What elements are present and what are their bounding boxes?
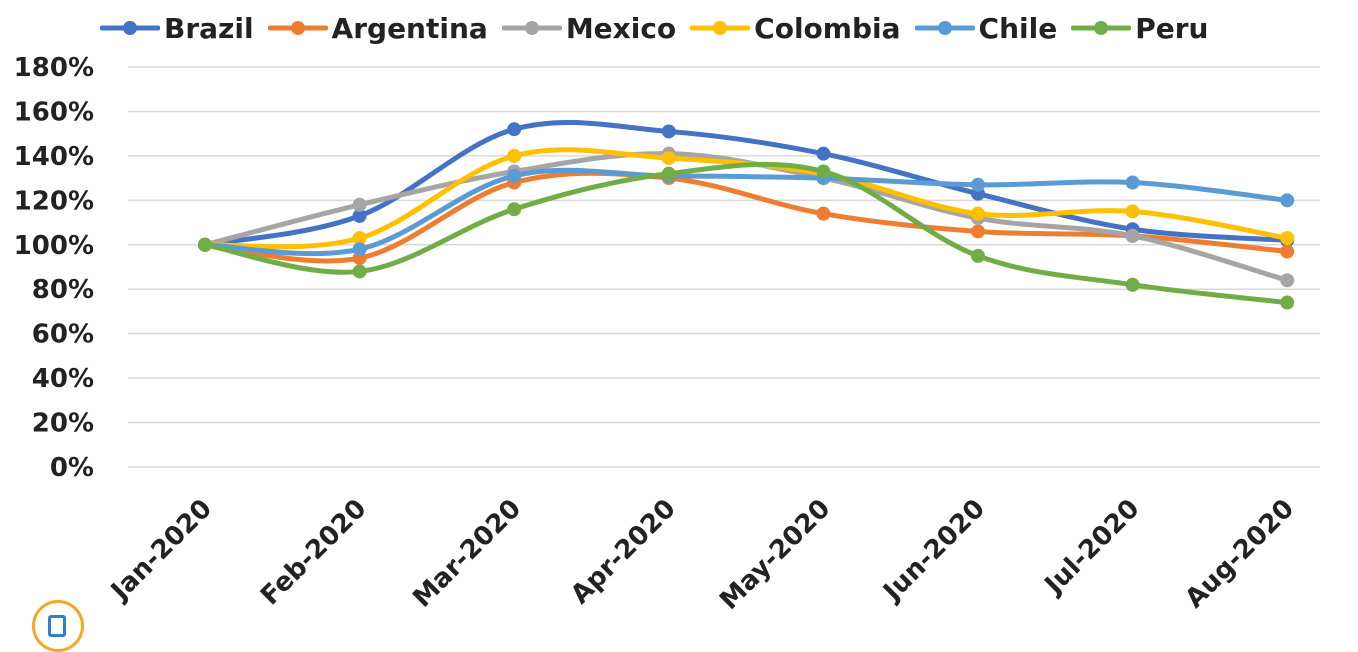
legend-swatch xyxy=(501,21,562,35)
data-point-chile xyxy=(507,168,522,183)
data-point-colombia xyxy=(661,151,676,166)
data-point-mexico xyxy=(1280,273,1295,288)
legend-swatch xyxy=(690,21,751,35)
legend-label: Chile xyxy=(978,11,1058,45)
data-point-peru xyxy=(1125,277,1140,292)
data-point-peru xyxy=(198,237,212,252)
legend-swatch xyxy=(100,21,160,35)
x-tick-label: Feb-2020 xyxy=(255,494,372,611)
series-line-brazil xyxy=(202,120,1290,248)
legend-swatch xyxy=(914,21,975,35)
y-tick-label: 160% xyxy=(14,97,94,127)
series-lines xyxy=(198,120,1295,310)
data-point-peru xyxy=(661,166,676,181)
legend-label: Peru xyxy=(1135,11,1209,45)
x-tick-label: Jun-2020 xyxy=(876,494,990,608)
legend-swatch xyxy=(267,21,328,35)
data-point-peru xyxy=(971,248,985,263)
data-point-brazil xyxy=(816,146,831,161)
data-point-chile xyxy=(1125,175,1140,190)
data-point-chile xyxy=(971,177,985,192)
y-tick-label: 60% xyxy=(32,320,94,350)
logo-badge xyxy=(32,600,84,652)
legend-item-argentina: Argentina xyxy=(267,11,488,45)
legend-item-brazil: Brazil xyxy=(100,12,254,45)
data-point-peru xyxy=(352,264,367,279)
data-point-mexico xyxy=(1125,228,1140,243)
chart-legend: Brazil Argentina Mexico Colombia Chile Peru xyxy=(100,8,1222,48)
x-tick-label: Aug-2020 xyxy=(1180,494,1300,614)
y-tick-label: 80% xyxy=(32,275,94,305)
x-tick-label: Mar-2020 xyxy=(407,494,527,614)
legend-label: Mexico xyxy=(565,11,677,45)
data-point-peru xyxy=(507,202,522,217)
data-point-peru xyxy=(1280,295,1295,310)
y-axis-tick-labels: 0% 20% 40% 60% 80% 100% 120% 140% 160% 180% xyxy=(14,53,94,483)
line-chart: 0% 20% 40% 60% 80% 100% 120% 140% 160% 180% Jan-2… xyxy=(14,53,1320,616)
legend-label: Brazil xyxy=(164,11,254,45)
document-icon xyxy=(48,615,66,637)
data-point-colombia xyxy=(1125,204,1140,219)
legend-swatch xyxy=(1071,21,1132,35)
x-tick-label: Jan-2020 xyxy=(104,494,218,608)
data-point-argentina xyxy=(971,224,985,239)
data-point-brazil xyxy=(507,122,522,137)
data-point-chile xyxy=(1280,193,1295,208)
y-tick-label: 20% xyxy=(32,409,94,439)
legend-label: Argentina xyxy=(331,11,488,45)
y-tick-label: 180% xyxy=(14,53,94,83)
legend-item-chile: Chile xyxy=(914,11,1058,45)
y-tick-label: 40% xyxy=(32,364,94,394)
data-point-brazil xyxy=(661,124,676,139)
legend-item-colombia: Colombia xyxy=(690,11,901,45)
data-point-chile xyxy=(352,242,367,257)
series-line-mexico xyxy=(202,151,1290,283)
legend-label: Colombia xyxy=(754,11,901,45)
legend-item-mexico: Mexico xyxy=(501,11,677,45)
x-tick-label: May-2020 xyxy=(714,494,836,616)
series-line-peru xyxy=(202,161,1290,306)
legend-item-peru: Peru xyxy=(1071,12,1208,45)
y-tick-label: 0% xyxy=(50,453,94,483)
data-point-mexico xyxy=(352,197,367,212)
y-tick-label: 140% xyxy=(14,142,94,172)
data-point-argentina xyxy=(1280,244,1295,259)
data-point-colombia xyxy=(507,148,522,163)
data-point-colombia xyxy=(1280,231,1295,246)
data-point-brazil xyxy=(352,208,367,223)
series-line-chile xyxy=(202,167,1290,257)
x-axis-tick-labels: Jan-2020 Feb-2020 Mar-2020 Apr-2020 May-2020… xyxy=(104,494,1300,616)
data-point-colombia xyxy=(971,206,985,221)
data-point-colombia xyxy=(352,231,367,246)
x-tick-label: Apr-2020 xyxy=(565,494,681,610)
y-tick-label: 100% xyxy=(14,231,94,261)
x-tick-label: Jul-2020 xyxy=(1038,494,1146,602)
data-point-argentina xyxy=(816,206,831,221)
series-peru xyxy=(198,161,1295,310)
data-point-peru xyxy=(816,164,831,179)
y-tick-label: 120% xyxy=(14,186,94,216)
